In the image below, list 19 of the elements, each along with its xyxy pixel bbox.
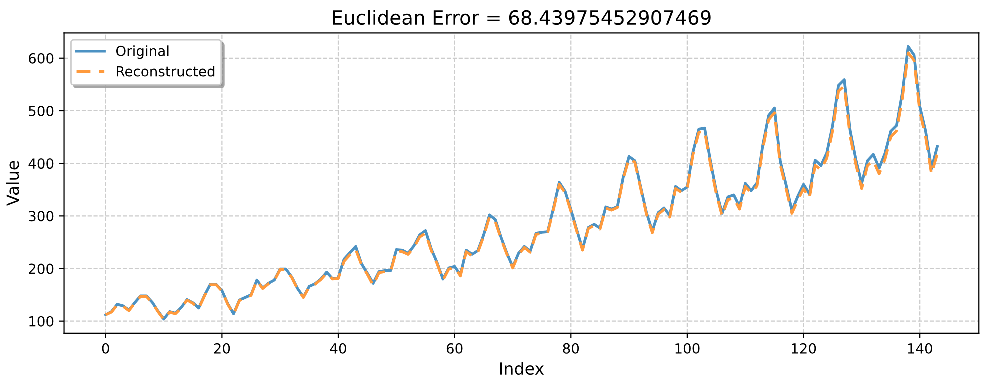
x-tick-label: 100 — [676, 343, 700, 354]
chart-title: Euclidean Error = 68.43975452907469 — [333, 10, 711, 26]
x-tick-label: 20 — [214, 343, 230, 354]
y-tick-label: 100 — [30, 316, 54, 327]
x-tick-label: 0 — [102, 343, 110, 354]
x-tick-label: 80 — [563, 343, 580, 354]
y-tick-label: 200 — [29, 264, 54, 274]
legend-label: Original — [116, 46, 169, 60]
legend-label: Reconstructed — [117, 66, 215, 77]
y-tick-label: 300 — [29, 211, 54, 222]
x-axis-title: Index — [500, 362, 544, 376]
x-tick-label: 140 — [908, 343, 932, 354]
y-axis-title: Value — [6, 161, 20, 206]
y-tick-label: 400 — [28, 158, 54, 170]
x-tick-label: 60 — [446, 343, 463, 354]
y-tick-label: 600 — [29, 53, 54, 64]
y-tick-label: 500 — [29, 106, 54, 116]
x-tick-label: 120 — [792, 343, 816, 354]
x-tick-label: 40 — [330, 343, 346, 354]
